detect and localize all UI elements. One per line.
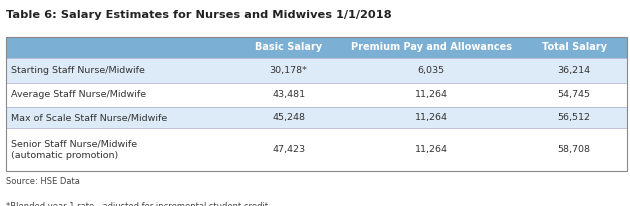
Text: Premium Pay and Allowances: Premium Pay and Allowances (351, 42, 512, 53)
Text: 30,178*: 30,178* (270, 66, 307, 75)
Bar (6, 107, 627, 128)
Text: Basic Salary: Basic Salary (255, 42, 322, 53)
Text: 6,035: 6,035 (418, 66, 445, 75)
Text: Senior Staff Nurse/Midwife
(automatic promotion): Senior Staff Nurse/Midwife (automatic pr… (11, 139, 137, 160)
Text: 58,708: 58,708 (558, 145, 590, 154)
Text: 45,248: 45,248 (272, 113, 305, 122)
Text: *Blended year 1 rate - adjusted for incremental student credit: *Blended year 1 rate - adjusted for incr… (6, 202, 268, 206)
Text: 43,481: 43,481 (272, 90, 305, 99)
Bar (6, 83, 627, 107)
Text: Max of Scale Staff Nurse/Midwife: Max of Scale Staff Nurse/Midwife (11, 113, 168, 122)
Text: 11,264: 11,264 (415, 90, 448, 99)
Text: 36,214: 36,214 (558, 66, 591, 75)
Bar (6, 128, 627, 171)
Text: Average Staff Nurse/Midwife: Average Staff Nurse/Midwife (11, 90, 146, 99)
Text: Total Salary: Total Salary (542, 42, 607, 53)
Text: 11,264: 11,264 (415, 113, 448, 122)
Text: Starting Staff Nurse/Midwife: Starting Staff Nurse/Midwife (11, 66, 145, 75)
Text: 56,512: 56,512 (558, 113, 590, 122)
Text: Source: HSE Data: Source: HSE Data (6, 177, 80, 186)
Text: 54,745: 54,745 (558, 90, 590, 99)
Text: 11,264: 11,264 (415, 145, 448, 154)
Bar (6, 58, 627, 83)
Text: Table 6: Salary Estimates for Nurses and Midwives 1/1/2018: Table 6: Salary Estimates for Nurses and… (6, 10, 392, 20)
Text: 47,423: 47,423 (272, 145, 305, 154)
Bar (6, 37, 627, 58)
Bar (6, 37, 627, 171)
